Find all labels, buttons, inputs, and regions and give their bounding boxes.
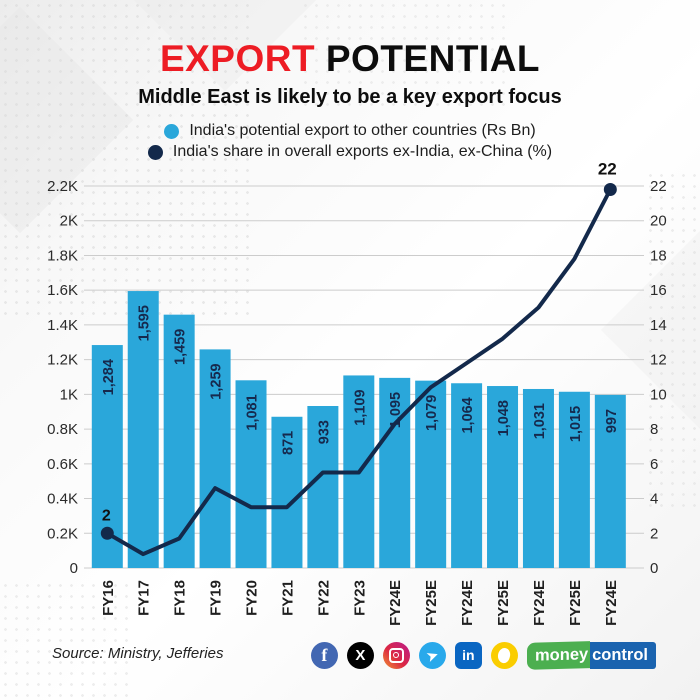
bar-FY17	[127, 291, 159, 568]
bar-value-label: 1,595	[137, 305, 153, 341]
right-axis-tick: 8	[650, 421, 658, 438]
bar-value-label: 933	[316, 420, 332, 444]
right-axis-tick: 16	[650, 282, 667, 299]
left-axis-tick: 2K	[60, 213, 78, 230]
bar-FY24E	[451, 383, 483, 568]
bar-FY25E	[487, 386, 519, 568]
moneycontrol-logo-money: money	[526, 640, 591, 670]
x-axis-label: FY25E	[423, 580, 440, 626]
left-axis-tick: 0.2K	[47, 525, 78, 542]
moneycontrol-logo-control: control	[590, 641, 656, 669]
x-twitter-icon[interactable]: X	[346, 641, 374, 669]
title-export: EXPORT	[159, 38, 316, 79]
social-bar: f X ➤ in money control	[310, 640, 656, 670]
line-point-first	[100, 526, 114, 540]
bar-value-label: 1,031	[532, 403, 548, 439]
right-axis-tick: 18	[650, 247, 667, 264]
left-axis-tick: 1.8K	[47, 247, 78, 264]
x-axis-label: FY19	[208, 580, 225, 616]
x-axis-label: FY17	[136, 580, 153, 616]
x-axis-label: FY24E	[603, 580, 620, 626]
x-axis-label: FY25E	[495, 580, 512, 626]
bar-FY21	[271, 416, 303, 568]
left-axis-tick: 0.4K	[47, 491, 78, 508]
x-axis-label: FY23	[351, 580, 368, 616]
left-axis-tick: 1.4K	[47, 317, 78, 334]
right-axis-tick: 20	[650, 213, 667, 230]
right-axis-tick: 12	[650, 352, 667, 369]
moneycontrol-logo[interactable]: money control	[526, 640, 656, 670]
x-axis-label: FY25E	[567, 580, 584, 626]
page-subtitle: Middle East is likely to be a key export…	[138, 86, 562, 108]
line-point-label-last: 22	[598, 159, 617, 178]
x-axis-label: FY24E	[459, 580, 476, 626]
page-title: EXPORT POTENTIAL	[0, 38, 700, 80]
bar-FY24E	[379, 377, 411, 568]
left-axis-tick: 0.8K	[47, 421, 78, 438]
x-axis-label: FY22	[315, 580, 332, 616]
bar-FY24E	[522, 388, 554, 568]
combo-bar-line-chart: 0 0 0.2K 2 0.4K 4 0.6K 6 0.8K 8 1K 10 1.2K 12 1.4K 14 1.…	[47, 159, 667, 626]
legend-label: India's share in overall exports ex-Indi…	[172, 143, 553, 160]
telegram-icon[interactable]: ➤	[418, 641, 446, 669]
left-axis-tick: 0	[70, 560, 78, 577]
x-axis-label: FY16	[100, 580, 117, 616]
left-axis-tick: 1K	[60, 386, 78, 403]
legend-label: India's potential export to other countr…	[189, 122, 536, 139]
legend-item-exports: India's potential export to other countr…	[164, 122, 536, 140]
x-axis-label: FY24E	[387, 580, 404, 626]
legend-dot-blue	[164, 123, 180, 139]
right-axis-tick: 2	[650, 525, 658, 542]
bar-FY25E	[558, 391, 590, 568]
bar-FY20	[235, 380, 267, 568]
koo-icon[interactable]	[490, 641, 518, 669]
right-axis-tick: 6	[650, 456, 658, 473]
left-axis-tick: 1.2K	[47, 352, 78, 369]
bar-FY19	[199, 349, 231, 568]
title-potential: POTENTIAL	[325, 38, 541, 79]
bar-value-label: 1,079	[424, 395, 440, 431]
x-axis-label: FY20	[244, 580, 261, 616]
bar-FY25E	[415, 380, 447, 568]
bar-value-label: 1,459	[173, 329, 189, 365]
legend-dot-navy	[147, 144, 163, 160]
left-axis-tick: 2.2K	[47, 178, 78, 195]
instagram-icon[interactable]	[382, 641, 410, 669]
x-axis-label: FY18	[172, 580, 189, 616]
share-line	[106, 188, 613, 557]
line-point-label-first: 2	[102, 507, 111, 524]
bar-FY22	[307, 405, 339, 568]
bar-value-label: 1,081	[245, 394, 261, 430]
bar-value-label: 1,048	[496, 400, 512, 436]
right-axis-tick: 10	[650, 386, 667, 403]
x-axis-label: FY24E	[531, 580, 548, 626]
bar-value-label: 1,284	[101, 359, 117, 395]
left-axis-tick: 1.6K	[47, 282, 78, 299]
bar-value-label: 871	[280, 431, 296, 455]
facebook-icon[interactable]: f	[310, 641, 338, 669]
right-axis-tick: 0	[650, 560, 658, 577]
right-axis-tick: 4	[650, 491, 658, 508]
bar-value-label: 997	[604, 409, 620, 433]
linkedin-icon[interactable]: in	[454, 641, 482, 669]
bar-value-label: 1,259	[209, 363, 225, 399]
left-axis-tick: 0.6K	[47, 456, 78, 473]
chart-legend: India's potential export to other countr…	[0, 122, 700, 161]
bar-value-label: 1,064	[460, 397, 476, 433]
right-axis-tick: 22	[650, 178, 667, 195]
bar-value-label: 1,015	[568, 406, 584, 442]
bar-FY24E	[594, 394, 626, 568]
source-note: Source: Ministry, Jefferies	[52, 645, 224, 662]
x-axis-label: FY21	[279, 580, 296, 616]
legend-item-share: India's share in overall exports ex-Indi…	[147, 143, 553, 161]
line-point-last	[603, 182, 617, 196]
right-axis-tick: 14	[650, 317, 667, 334]
bar-value-label: 1,109	[352, 389, 368, 425]
